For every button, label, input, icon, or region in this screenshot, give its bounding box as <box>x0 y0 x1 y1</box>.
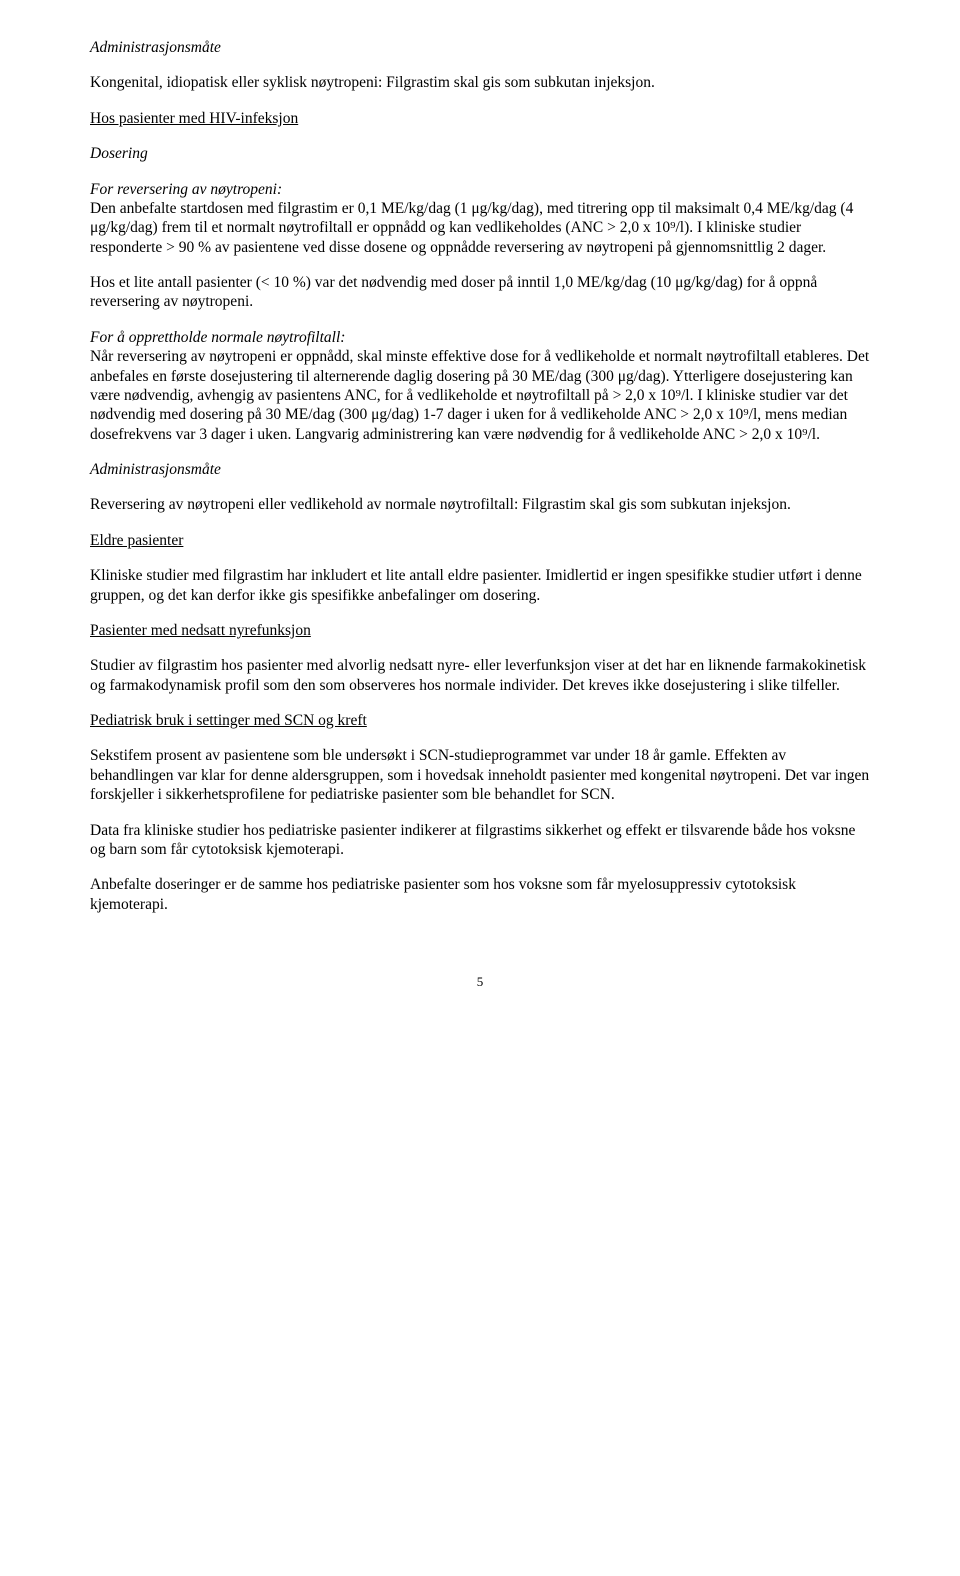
paragraph-pediatric-3: Anbefalte doseringer er de samme hos ped… <box>90 875 870 914</box>
label-maintain: For å opprettholde normale nøytrofiltall… <box>90 329 345 346</box>
paragraph-reversering-admin: Reversering av nøytropeni eller vedlikeh… <box>90 495 870 514</box>
body-reversering: Den anbefalte startdosen med filgrastim … <box>90 200 853 256</box>
paragraph-pediatric-2: Data fra kliniske studier hos pediatrisk… <box>90 821 870 860</box>
heading-admin-mode-1: Administrasjonsmåte <box>90 38 870 57</box>
paragraph-renal-body: Studier av filgrastim hos pasienter med … <box>90 656 870 695</box>
page-number: 5 <box>90 974 870 990</box>
heading-admin-mode-2: Administrasjonsmåte <box>90 460 870 479</box>
paragraph-elderly-body: Kliniske studier med filgrastim har inkl… <box>90 566 870 605</box>
paragraph-pediatric-1: Sekstifem prosent av pasientene som ble … <box>90 746 870 804</box>
heading-elderly: Eldre pasienter <box>90 531 870 550</box>
heading-renal: Pasienter med nedsatt nyrefunksjon <box>90 621 870 640</box>
paragraph-congenital: Kongenital, idiopatisk eller syklisk nøy… <box>90 73 870 92</box>
paragraph-reversering: For reversering av nøytropeni: Den anbef… <box>90 180 870 258</box>
heading-hiv-patients: Hos pasienter med HIV-infeksjon <box>90 109 870 128</box>
paragraph-maintain: For å opprettholde normale nøytrofiltall… <box>90 328 870 444</box>
heading-pediatric: Pediatrisk bruk i settinger med SCN og k… <box>90 711 870 730</box>
heading-dosing: Dosering <box>90 144 870 163</box>
body-maintain: Når reversering av nøytropeni er oppnådd… <box>90 348 869 443</box>
paragraph-small-patients: Hos et lite antall pasienter (< 10 %) va… <box>90 273 870 312</box>
label-reversering: For reversering av nøytropeni: <box>90 181 282 198</box>
